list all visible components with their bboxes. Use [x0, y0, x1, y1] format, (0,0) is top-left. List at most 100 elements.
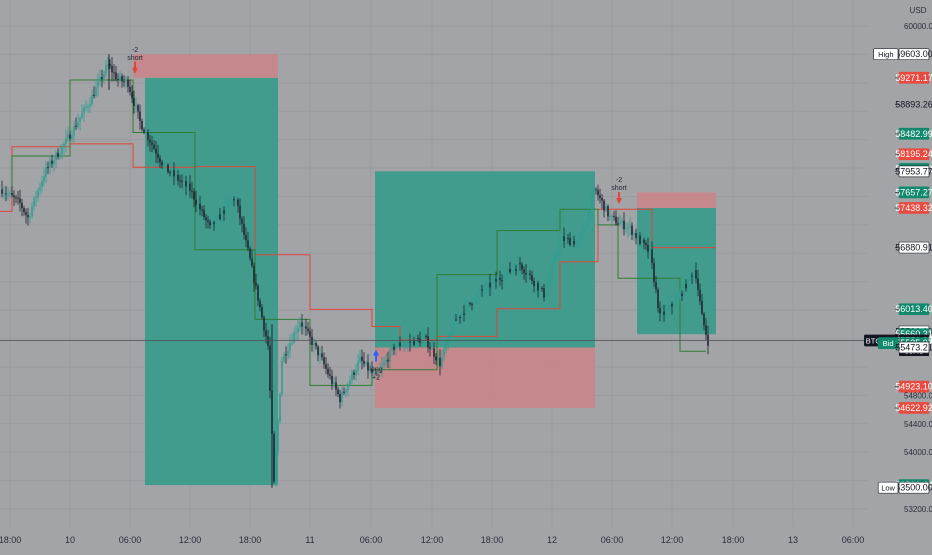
candle-body: [39, 187, 41, 191]
candle-body: [653, 263, 655, 283]
candle-body: [595, 189, 597, 191]
candle-body: [661, 311, 663, 314]
candle-body: [629, 225, 631, 228]
trade-side-label: short: [127, 55, 143, 62]
candle-body: [645, 243, 647, 246]
candle-body: [403, 344, 405, 346]
candle-body: [379, 369, 381, 373]
candle-body: [143, 129, 145, 133]
profit-zone: [637, 207, 716, 335]
candle-body: [547, 284, 549, 295]
candle-body: [413, 340, 415, 345]
price-label-value: 54923.10: [895, 382, 932, 392]
candle-body: [133, 98, 135, 106]
time-axis-bg: [0, 527, 932, 550]
candle-body: [563, 236, 565, 242]
candle-body: [139, 111, 141, 122]
candle-body: [111, 66, 113, 73]
price-label-value: 56013.40: [895, 304, 932, 314]
candle-body: [177, 174, 179, 181]
price-label-value: 57953.77: [895, 166, 932, 176]
candle-body: [569, 238, 571, 245]
candle-body: [5, 193, 7, 195]
candle-body: [495, 279, 497, 282]
candle-body: [363, 361, 365, 364]
candle-body: [169, 172, 171, 174]
candle-body: [179, 180, 181, 182]
candle-body: [37, 190, 39, 198]
candle-body: [247, 240, 249, 249]
short-arrow-icon: [132, 61, 138, 74]
candle-body: [171, 170, 173, 173]
time-tick-label: 11: [305, 535, 314, 545]
candle-body: [571, 241, 573, 245]
candle-body: [373, 372, 375, 374]
candle-body: [579, 239, 581, 241]
candle-body: [163, 165, 165, 166]
candle-body: [433, 348, 435, 357]
candle-body: [257, 285, 259, 301]
candle-body: [175, 174, 177, 177]
candle-body: [633, 233, 635, 235]
candle-body: [529, 273, 531, 275]
candle-body: [253, 266, 255, 283]
candle-body: [251, 258, 253, 266]
candle-body: [25, 212, 27, 215]
candle-body: [211, 222, 213, 226]
candle-body: [613, 215, 615, 217]
candle-body: [515, 269, 517, 271]
time-tick-label: 13: [788, 535, 798, 545]
candle-body: [27, 214, 29, 218]
candle-body: [655, 282, 657, 290]
candle-body: [325, 364, 327, 369]
candle-body: [279, 394, 281, 422]
channel-bands: [0, 79, 716, 386]
candle-body: [35, 197, 37, 199]
candle-body: [525, 272, 527, 275]
time-tick-label: 18:00: [0, 535, 21, 545]
lower-band-line: [11, 79, 706, 386]
candle-body: [267, 336, 269, 346]
candle-body: [11, 193, 13, 196]
candle-body: [343, 391, 345, 393]
candle-body: [457, 317, 459, 320]
candle-body: [197, 203, 199, 205]
candle-body: [589, 211, 591, 214]
candle-body: [189, 183, 191, 191]
candle-body: [233, 199, 235, 201]
candle-body: [697, 278, 699, 290]
candle-body: [601, 198, 603, 201]
candle-body: [161, 162, 163, 166]
time-axis[interactable]: 18:00 10 06:00 12:00 18:00 11 06:00 12:00 18:00 1…: [0, 527, 932, 550]
candle-body: [411, 340, 413, 343]
candle-body: [77, 122, 79, 127]
price-axis[interactable]: USD 60000.00 54800.00 54400.00 54000.00 53200…: [864, 0, 932, 527]
candle-body: [527, 273, 529, 275]
candle-body: [71, 135, 73, 139]
candle-body: [691, 275, 693, 277]
time-tick-label: 06:00: [119, 535, 142, 545]
loss-zone: [375, 347, 595, 408]
candle-body: [261, 307, 263, 318]
candle-body: [167, 164, 169, 173]
candle-body: [703, 313, 705, 326]
candle-body: [147, 132, 149, 140]
candle-body: [221, 210, 223, 219]
candle-body: [429, 347, 431, 349]
candle-body: [207, 219, 209, 222]
price-label-value: 54622.92: [895, 403, 932, 413]
candle-body: [385, 359, 387, 363]
candle-body: [397, 342, 399, 346]
time-tick-label: 12:00: [179, 535, 202, 545]
candle-body: [635, 233, 637, 239]
price-tick-label: 53200.00: [904, 505, 932, 514]
candle-body: [523, 269, 525, 273]
candle-body: [201, 209, 203, 211]
trade-qty-label: -2: [616, 177, 622, 184]
candle-body: [119, 76, 121, 80]
candle-body: [489, 282, 491, 288]
candle-body: [29, 216, 31, 218]
candle-body: [667, 307, 669, 310]
